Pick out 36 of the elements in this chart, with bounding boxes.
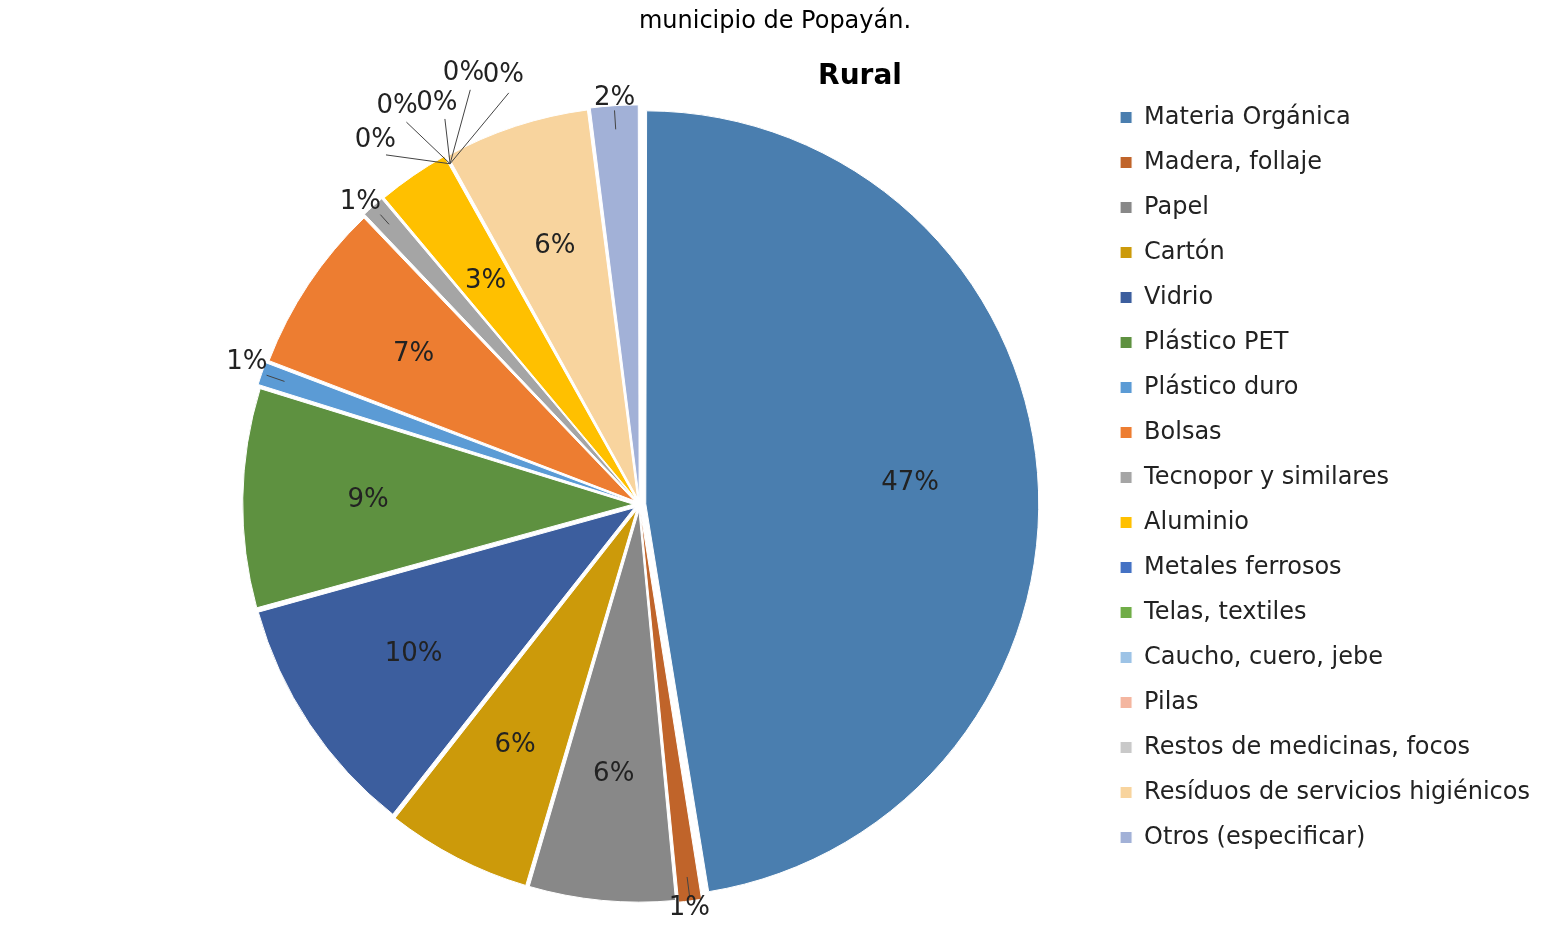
- legend-label: Papel: [1144, 191, 1209, 220]
- legend-label: Cartón: [1144, 236, 1225, 265]
- chart-title: Rural: [818, 58, 902, 92]
- legend-label: Vidrio: [1144, 281, 1214, 310]
- text: 0%: [354, 123, 397, 154]
- data-label: 7%: [392, 336, 435, 367]
- legend-label: Materia Orgánica: [1144, 101, 1351, 130]
- data-label: 1%: [339, 185, 382, 216]
- data-label: 9%: [347, 482, 389, 513]
- legend-label: Restos de medicinas, focos: [1144, 731, 1470, 760]
- data-label: 3%: [465, 263, 507, 294]
- legend-label: Telas, textiles: [1143, 596, 1307, 625]
- data-label: 6%: [593, 757, 635, 788]
- data-label: 1%: [668, 890, 710, 921]
- legend-label: Plástico PET: [1144, 326, 1289, 355]
- data-label: 1%: [226, 345, 268, 376]
- legend-label: Bolsas: [1144, 416, 1222, 445]
- legend-label: Otros (especificar): [1144, 821, 1366, 850]
- text: 0%: [376, 89, 418, 120]
- data-label: 6%: [494, 728, 536, 759]
- text: municipio de Popayán.: [637, 5, 913, 36]
- legend-label: Metales ferrosos: [1144, 551, 1342, 580]
- legend-label: Plástico duro: [1144, 371, 1299, 400]
- text: 0%: [442, 55, 485, 86]
- data-label: 47%: [881, 465, 939, 496]
- legend-label: Resíduos de servicios higiénicos: [1144, 776, 1530, 805]
- text: 0%: [482, 58, 524, 89]
- data-label: 2%: [593, 81, 636, 112]
- text: 0%: [416, 85, 458, 116]
- data-label: 10%: [384, 637, 443, 668]
- legend-label: Madera, follaje: [1144, 146, 1322, 175]
- legend-label: Aluminio: [1144, 506, 1249, 535]
- legend-label: Pilas: [1144, 686, 1199, 715]
- data-label: 6%: [534, 229, 576, 260]
- legend-label: Tecnopor y similares: [1143, 461, 1389, 490]
- legend-label: Caucho, cuero, jebe: [1144, 641, 1383, 670]
